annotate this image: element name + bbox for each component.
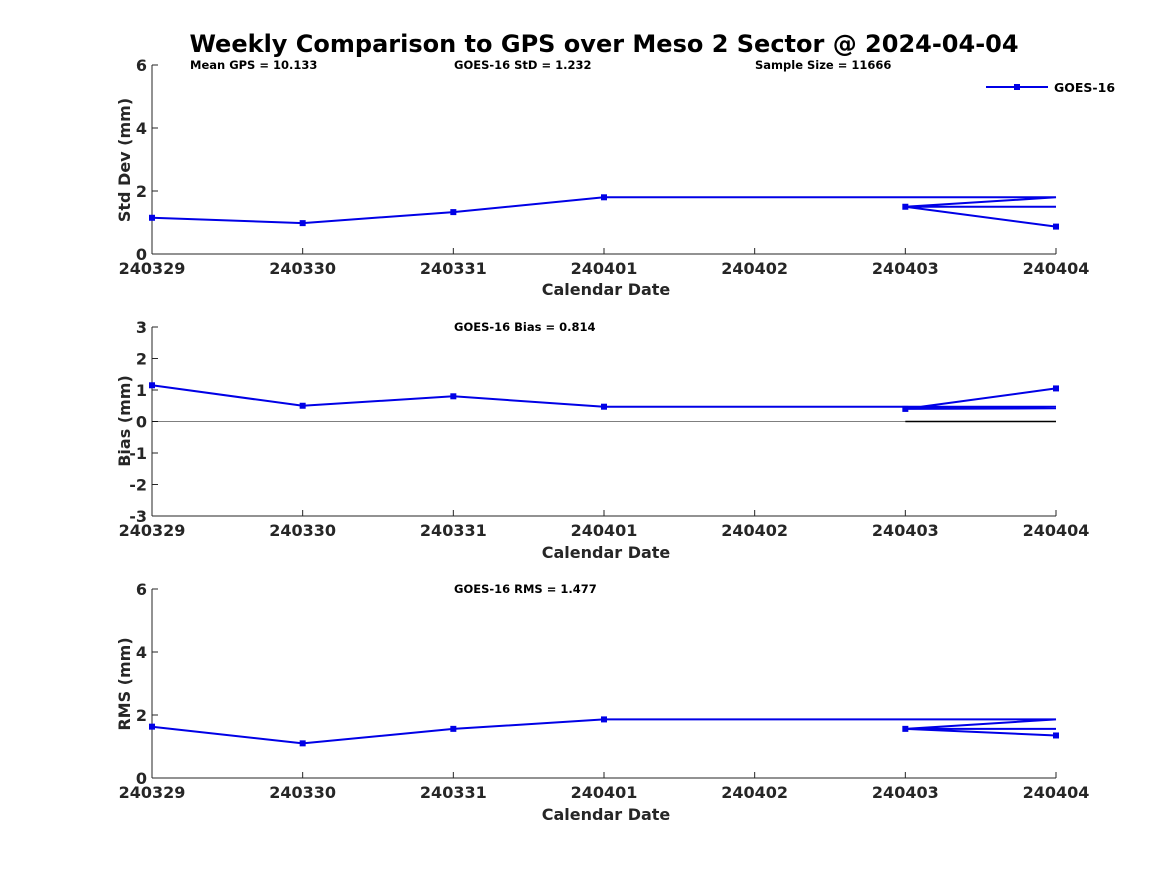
x-axis-label: Calendar Date (542, 543, 671, 562)
x-tick-label: 240329 (119, 259, 186, 278)
data-point-marker (902, 725, 909, 732)
data-point-marker (601, 716, 607, 723)
y-tick-label: 4 (136, 643, 147, 662)
data-point-marker (299, 402, 306, 409)
x-tick-label: 240404 (1023, 259, 1090, 278)
chart-panels: 0 2 4 6 240329 240330 240331 240401 240402 240403… (115, 56, 1089, 824)
legend: GOES-16 (986, 80, 1115, 95)
y-tick-label: -2 (129, 476, 147, 495)
data-point-marker (149, 723, 155, 730)
x-tick-label: 240331 (420, 783, 487, 802)
x-tick-label: 240330 (269, 259, 336, 278)
data-point-marker (450, 725, 457, 732)
x-tick-label: 240401 (571, 521, 638, 540)
subplot-1: 0 2 4 6 240329 240330 240331 240401 240402 240403… (115, 56, 1089, 299)
y-axis-label: Bias (mm) (115, 375, 134, 467)
data-point-marker (450, 209, 457, 216)
x-tick-label: 240330 (269, 521, 336, 540)
data-point-marker (902, 203, 909, 210)
x-axis-label: Calendar Date (542, 280, 671, 299)
y-tick-label: -1 (129, 444, 147, 463)
data-point-marker (450, 393, 457, 400)
x-tick-label: 240404 (1023, 521, 1090, 540)
data-point-marker (1053, 385, 1059, 392)
data-point-marker (149, 382, 155, 389)
data-point-marker (149, 214, 155, 221)
data-point-marker (902, 405, 909, 412)
x-tick-label: 240403 (872, 521, 939, 540)
x-tick-label: 240402 (721, 259, 788, 278)
y-tick-label: 6 (136, 56, 147, 75)
x-tick-label: 240331 (420, 521, 487, 540)
y-tick-label: 0 (136, 769, 147, 788)
x-tick-label: 240402 (721, 521, 788, 540)
data-point-marker (1053, 732, 1059, 739)
x-tick-label: 240331 (420, 259, 487, 278)
stat-annotation: GOES-16 RMS = 1.477 (454, 582, 597, 596)
y-axis-label: Std Dev (mm) (115, 98, 134, 222)
data-point-marker (299, 220, 306, 227)
stat-annotation: GOES-16 Bias = 0.814 (454, 320, 595, 334)
stat-annotation: GOES-16 StD = 1.232 (454, 58, 591, 72)
x-tick-label: 240401 (571, 259, 638, 278)
x-tick-label: 240329 (119, 783, 186, 802)
y-axis-label: RMS (mm) (115, 637, 134, 730)
y-tick-label: 3 (136, 318, 147, 337)
x-tick-label: 240330 (269, 783, 336, 802)
x-axis-label: Calendar Date (542, 805, 671, 824)
legend-marker (1014, 84, 1020, 90)
subplot-3: 0 2 4 6 240329 240330 240331 240401 240402 240403… (115, 580, 1089, 824)
x-tick-label: 240402 (721, 783, 788, 802)
legend-label: GOES-16 (1054, 80, 1115, 95)
stat-annotation: Sample Size = 11666 (755, 58, 891, 72)
data-point-marker (299, 740, 306, 747)
y-tick-label: 1 (136, 381, 147, 400)
x-tick-label: 240329 (119, 521, 186, 540)
data-point-marker (601, 194, 607, 201)
stat-annotation: Mean GPS = 10.133 (190, 58, 317, 72)
y-tick-label: 2 (136, 706, 147, 725)
series-line-goes-16 (151, 718, 1057, 745)
y-tick-label: 4 (136, 119, 147, 138)
subplot-2: -3 -2 -1 0 1 2 3 240329 240330 240331 240401 240402… (115, 318, 1089, 562)
y-tick-label: -3 (129, 507, 147, 526)
x-tick-label: 240404 (1023, 783, 1090, 802)
y-tick-label: 2 (136, 182, 147, 201)
figure-title: Weekly Comparison to GPS over Meso 2 Sec… (189, 30, 1018, 58)
series-line-goes-16 (151, 196, 1057, 228)
data-point-marker (601, 403, 607, 410)
data-point-marker (1053, 223, 1059, 230)
x-tick-label: 240401 (571, 783, 638, 802)
y-tick-label: 0 (136, 245, 147, 264)
x-tick-label: 240403 (872, 783, 939, 802)
y-tick-label: 6 (136, 580, 147, 599)
y-tick-label: 2 (136, 350, 147, 369)
x-tick-label: 240403 (872, 259, 939, 278)
y-tick-label: 0 (136, 413, 147, 432)
